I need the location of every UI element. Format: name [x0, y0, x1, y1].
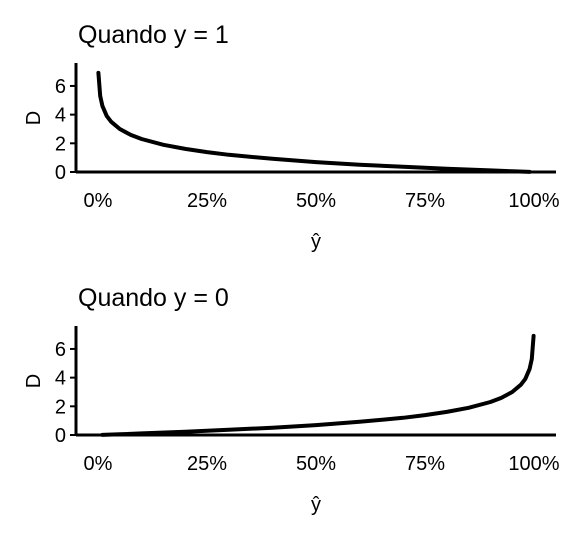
- y-axis-label: D: [23, 111, 45, 125]
- y-tick-label: 4: [55, 368, 66, 390]
- series-line: [96, 70, 532, 174]
- x-tick-label: 25%: [187, 453, 227, 475]
- x-tick-label: 50%: [296, 453, 336, 475]
- y-tick-label: 4: [55, 105, 66, 127]
- plot-area: 0 2 4 6 0% 25% 50% 75% 100%: [55, 63, 560, 212]
- y-axis-label: D: [23, 374, 45, 388]
- x-tick-label: 100%: [508, 453, 559, 475]
- y-tick-label: 6: [55, 339, 66, 361]
- y-tick-label: 0: [55, 162, 66, 184]
- series-line: [100, 333, 536, 437]
- x-tick-label: 75%: [405, 190, 445, 212]
- x-axis-label: ŷ: [311, 494, 321, 516]
- x-tick-label: 50%: [296, 190, 336, 212]
- x-tick-label: 100%: [508, 190, 559, 212]
- y-tick-label: 2: [55, 396, 66, 418]
- panel-y0: Quando y = 0 D ŷ 0 2 4 6 0% 25% 50% 75% 100%: [23, 284, 560, 516]
- chart-title: Quando y = 0: [78, 284, 229, 312]
- x-tick-label: 0%: [84, 190, 113, 212]
- panel-y1: Quando y = 1 D ŷ 0 2 4 6 0% 25% 50% 75% 100%: [23, 21, 560, 253]
- y-tick-label: 2: [55, 133, 66, 155]
- x-axis-label: ŷ: [311, 231, 321, 253]
- x-tick-label: 0%: [84, 453, 113, 475]
- plot-area: 0 2 4 6 0% 25% 50% 75% 100%: [55, 326, 560, 475]
- y-tick-label: 6: [55, 76, 66, 98]
- x-tick-label: 75%: [405, 453, 445, 475]
- x-tick-label: 25%: [187, 190, 227, 212]
- y-tick-label: 0: [55, 425, 66, 447]
- chart-title: Quando y = 1: [78, 21, 229, 49]
